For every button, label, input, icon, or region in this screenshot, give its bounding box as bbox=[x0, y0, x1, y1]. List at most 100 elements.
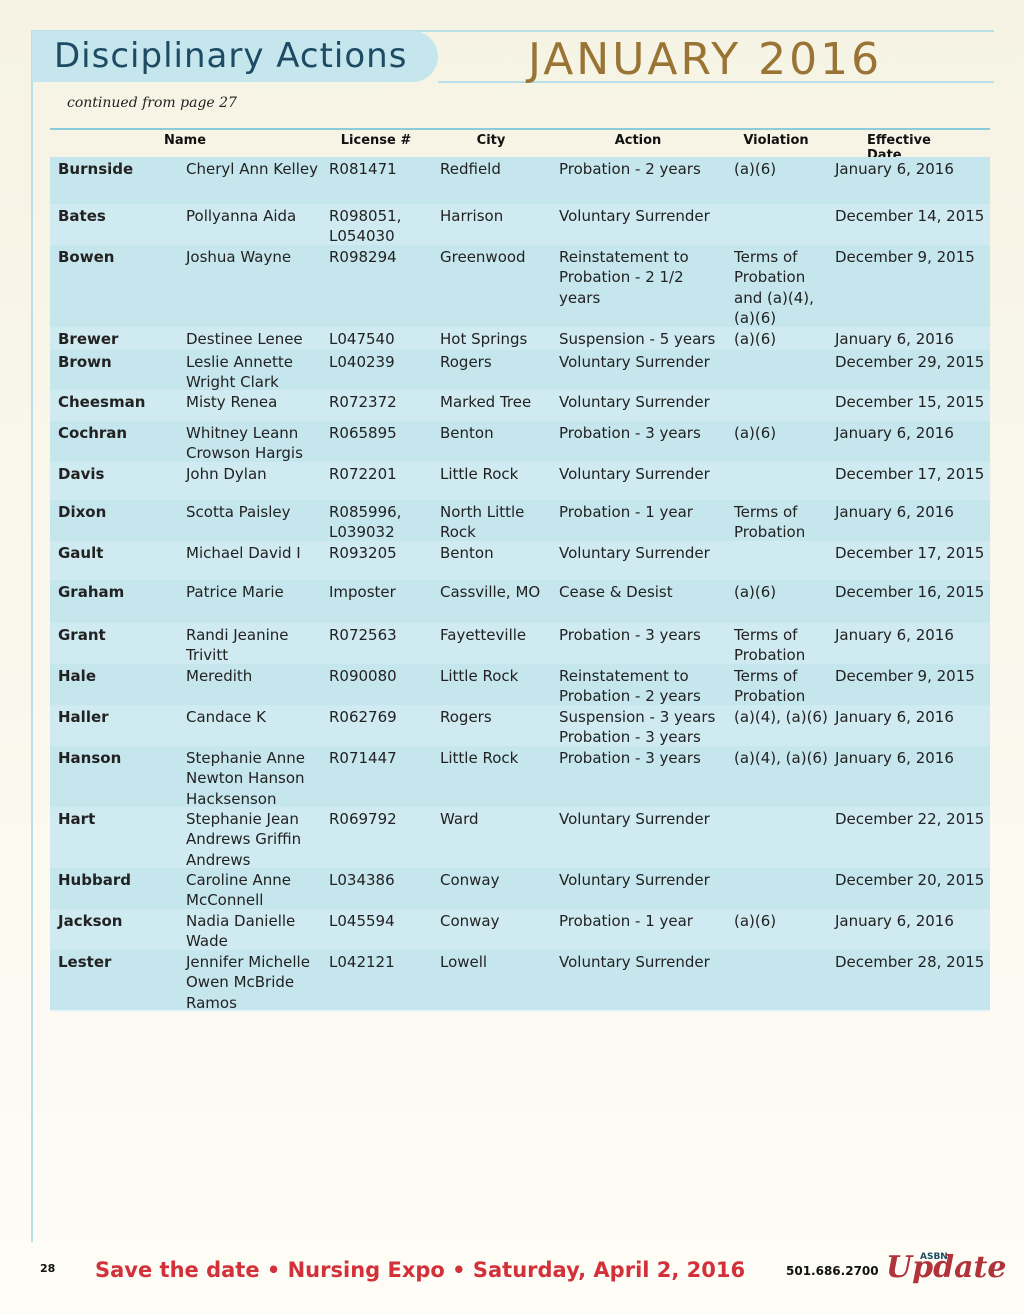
license: R081471 bbox=[329, 160, 397, 178]
effective-date: December 17, 2015 bbox=[835, 465, 985, 483]
first-name: Candace K bbox=[186, 708, 266, 726]
action: Voluntary Surrender bbox=[559, 953, 710, 971]
last-name: Haller bbox=[58, 708, 109, 726]
table-row: Lester Jennifer Michelle Owen McBride Ram… bbox=[50, 950, 990, 1012]
effective-date: December 9, 2015 bbox=[835, 248, 975, 266]
table-row: Grant Randi Jeanine Trivitt R072563 Fayette… bbox=[50, 623, 990, 666]
effective-date: January 6, 2016 bbox=[835, 503, 954, 521]
license: L045594 bbox=[329, 912, 395, 930]
effective-date: December 28, 2015 bbox=[835, 953, 985, 971]
action: Probation - 3 years bbox=[559, 749, 701, 767]
table-row: Dixon Scotta Paisley R085996, L039032 North… bbox=[50, 500, 990, 543]
column-header: License # bbox=[340, 133, 412, 148]
action: Suspension - 5 years bbox=[559, 330, 716, 348]
last-name: Cheesman bbox=[58, 393, 146, 411]
city: Rogers bbox=[440, 708, 492, 726]
first-name: Destinee Lenee bbox=[186, 330, 303, 348]
action: Voluntary Surrender bbox=[559, 207, 710, 225]
license: R085996, L039032 bbox=[329, 503, 402, 542]
effective-date: January 6, 2016 bbox=[835, 912, 954, 930]
table-row: Brewer Destinee Lenee L047540 Hot Springs Su… bbox=[50, 327, 990, 352]
effective-date: December 17, 2015 bbox=[835, 544, 985, 562]
violation: (a)(6) bbox=[734, 424, 777, 442]
last-name: Hale bbox=[58, 667, 96, 685]
rule bbox=[31, 30, 33, 1242]
page-number: 28 bbox=[40, 1262, 56, 1275]
first-name: John Dylan bbox=[186, 465, 267, 483]
effective-date: January 6, 2016 bbox=[835, 160, 954, 178]
table-row: Hale Meredith R090080 Little Rock Reinstatem… bbox=[50, 664, 990, 707]
action: Voluntary Surrender bbox=[559, 810, 710, 828]
city: Cassville, MO bbox=[440, 583, 541, 601]
table-row: Gault Michael David I R093205 Benton Volunta… bbox=[50, 541, 990, 582]
logo: Update bbox=[886, 1250, 1007, 1285]
action: Probation - 3 years bbox=[559, 424, 701, 442]
table-row: Bates Pollyanna Aida R098051, L054030 Harri… bbox=[50, 204, 990, 247]
rule bbox=[32, 30, 994, 32]
license: R071447 bbox=[329, 749, 397, 767]
last-name: Hart bbox=[58, 810, 96, 828]
city: Ward bbox=[440, 810, 479, 828]
table-row: Cochran Whitney Leann Crowson Hargis R0658… bbox=[50, 421, 990, 464]
action: Voluntary Surrender bbox=[559, 393, 710, 411]
table-row: Haller Candace K R062769 Rogers Suspension -… bbox=[50, 705, 990, 748]
violation: (a)(4), (a)(6) bbox=[734, 749, 828, 767]
table-row: Graham Patrice Marie Imposter Cassville, MO… bbox=[50, 580, 990, 625]
column-header: Action bbox=[614, 133, 662, 148]
last-name: Burnside bbox=[58, 160, 134, 178]
logo-small: ASBN bbox=[920, 1252, 948, 1262]
violation: Terms of Probation and (a)(4), (a)(6) bbox=[734, 248, 814, 328]
violation: Terms of Probation bbox=[734, 503, 806, 542]
violation: (a)(6) bbox=[734, 160, 777, 178]
action: Probation - 1 year bbox=[559, 912, 693, 930]
table-row: Jackson Nadia Danielle Wade L045594 Conway P… bbox=[50, 909, 990, 952]
city: Marked Tree bbox=[440, 393, 532, 411]
first-name: Meredith bbox=[186, 667, 253, 685]
header-box bbox=[32, 31, 438, 82]
violation: Terms of Probation bbox=[734, 626, 806, 665]
phone: 501.686.2700 bbox=[786, 1264, 879, 1278]
license: R072372 bbox=[329, 393, 397, 411]
title: Disciplinary Actions bbox=[54, 36, 408, 76]
first-name: Stephanie Anne Newton Hanson Hacksenson bbox=[186, 749, 306, 808]
city: Little Rock bbox=[440, 667, 519, 685]
first-name: Pollyanna Aida bbox=[186, 207, 297, 225]
city: Conway bbox=[440, 912, 500, 930]
violation: (a)(6) bbox=[734, 583, 777, 601]
violation: (a)(6) bbox=[734, 330, 777, 348]
license: Imposter bbox=[329, 583, 396, 601]
first-name: Joshua Wayne bbox=[186, 248, 292, 266]
city: Benton bbox=[440, 544, 494, 562]
first-name: Patrice Marie bbox=[186, 583, 284, 601]
action: Voluntary Surrender bbox=[559, 871, 710, 889]
table-row: Bowen Joshua Wayne R098294 Greenwood Reinsta… bbox=[50, 245, 990, 329]
column-header: Violation bbox=[743, 133, 809, 148]
effective-date: January 6, 2016 bbox=[835, 749, 954, 767]
action: Reinstatement to Probation - 2 1/2 years bbox=[559, 248, 689, 307]
city: Little Rock bbox=[440, 465, 519, 483]
city: Rogers bbox=[440, 353, 492, 371]
table-row: Burnside Cheryl Ann Kelley R081471 Redfield… bbox=[50, 157, 990, 206]
note: continued from page 27 bbox=[67, 95, 237, 111]
column-header: City bbox=[476, 133, 506, 148]
effective-date: January 6, 2016 bbox=[835, 330, 954, 348]
rule bbox=[438, 81, 994, 83]
effective-date: December 15, 2015 bbox=[835, 393, 985, 411]
license: R069792 bbox=[329, 810, 397, 828]
effective-date: December 16, 2015 bbox=[835, 583, 985, 601]
first-name: Randi Jeanine Trivitt bbox=[186, 626, 289, 665]
last-name: Dixon bbox=[58, 503, 107, 521]
license: R072201 bbox=[329, 465, 397, 483]
last-name: Hanson bbox=[58, 749, 122, 767]
license: L034386 bbox=[329, 871, 395, 889]
first-name: Michael David I bbox=[186, 544, 301, 562]
license: R098294 bbox=[329, 248, 397, 266]
action: Probation - 2 years bbox=[559, 160, 701, 178]
city: Harrison bbox=[440, 207, 504, 225]
license: R098051, L054030 bbox=[329, 207, 402, 246]
last-name: Jackson bbox=[58, 912, 123, 930]
license: L042121 bbox=[329, 953, 395, 971]
effective-date: January 6, 2016 bbox=[835, 424, 954, 442]
last-name: Cochran bbox=[58, 424, 128, 442]
last-name: Brewer bbox=[58, 330, 119, 348]
